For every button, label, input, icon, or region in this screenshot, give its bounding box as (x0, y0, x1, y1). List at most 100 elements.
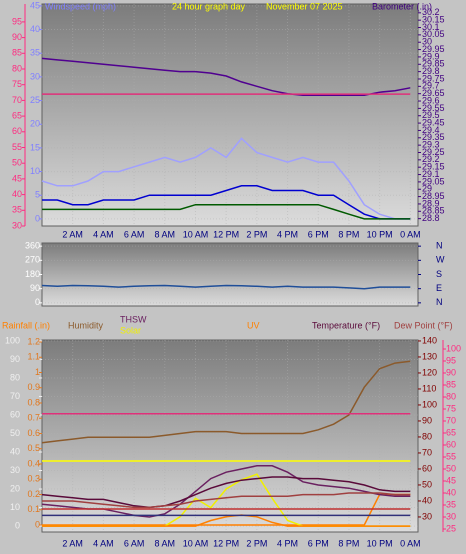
chart-title: 24 hour graph day (172, 1, 246, 11)
y-tick-label: 100 (5, 335, 20, 345)
y-tick-label: 30 (10, 465, 20, 475)
y-tick-label: 0.7 (27, 413, 40, 423)
y-tick-label: 29.8 (422, 66, 440, 76)
y-tick-label: 30 (446, 511, 456, 521)
y-tick-label: 30.05 (422, 29, 445, 39)
y-tick-label: 90 (12, 32, 22, 42)
series-line (41, 284, 411, 290)
series-line (42, 203, 411, 220)
y-tick-label: 140 (422, 335, 437, 345)
y-tick-label: 30.1 (422, 22, 440, 32)
y-tick-label: 29.25 (422, 147, 445, 157)
series-line (42, 514, 411, 527)
y-tick-label: 0.8 (27, 397, 40, 407)
x-tick-label: 2 AM (62, 538, 83, 548)
y-tick-label: 70 (446, 415, 456, 425)
y-tick-label: 180 (25, 269, 40, 279)
y-tick-label: 270 (25, 255, 40, 265)
x-tick-label: 2 PM (246, 538, 267, 548)
x-tick-label: 0 AM (400, 538, 421, 548)
y-tick-label: 25 (446, 523, 456, 533)
series-line (42, 185, 411, 220)
y-tick-label: E (436, 283, 442, 293)
x-tick-label: 0 AM (400, 229, 421, 239)
x-tick-label: 6 PM (308, 538, 329, 548)
y-tick-label: 30.15 (422, 15, 445, 25)
legend-label: Solar (120, 325, 141, 335)
y-tick-label: N (436, 241, 443, 251)
y-tick-label: 80 (422, 431, 432, 441)
x-tick-label: 2 PM (246, 229, 267, 239)
y-tick-label: 0.6 (27, 428, 40, 438)
y-tick-label: 70 (422, 447, 432, 457)
legend-label: UV (247, 320, 260, 330)
y-tick-label: 40 (10, 446, 20, 456)
y-tick-label: 60 (10, 409, 20, 419)
y-tick-label: 95 (12, 16, 22, 26)
legend-label: THSW (120, 314, 147, 324)
y-tick-label: 130 (422, 351, 437, 361)
series-line (42, 493, 411, 526)
y-tick-label: 0 (35, 297, 40, 307)
y-tick-label: 29.55 (422, 103, 445, 113)
y-tick-label: 20 (10, 483, 20, 493)
axis-label: Windspeed (mph) (45, 1, 116, 11)
y-tick-label: 29.4 (422, 125, 440, 135)
y-tick-label: 65 (446, 427, 456, 437)
y-tick-label: 28.9 (422, 198, 440, 208)
y-tick-label: 0.3 (27, 474, 40, 484)
series-line (41, 137, 411, 220)
x-tick-label: 6 AM (124, 538, 145, 548)
y-tick-label: 30 (30, 71, 40, 81)
y-tick-label: 80 (12, 63, 22, 73)
x-tick-label: 2 AM (62, 229, 83, 239)
y-tick-label: 35 (12, 205, 22, 215)
y-tick-label: 50 (446, 463, 456, 473)
legend-label: Rainfall (.in) (2, 320, 50, 330)
y-tick-label: 29.3 (422, 140, 440, 150)
y-tick-label: 0.9 (27, 382, 40, 392)
legend-label: Temperature (°F) (312, 320, 380, 330)
y-tick-label: 120 (422, 367, 437, 377)
y-tick-label: 30 (422, 37, 432, 47)
y-tick-label: 29.2 (422, 154, 440, 164)
y-tick-label: 55 (446, 451, 456, 461)
y-tick-label: 45 (446, 475, 456, 485)
y-tick-label: 90 (30, 283, 40, 293)
x-tick-label: 12 PM (213, 229, 239, 239)
x-tick-label: 10 AM (183, 538, 209, 548)
y-tick-label: 29.45 (422, 117, 445, 127)
y-tick-label: 360 (25, 241, 40, 251)
x-tick-label: 4 PM (277, 229, 298, 239)
x-tick-label: 8 AM (155, 538, 176, 548)
y-tick-label: 29.05 (422, 176, 445, 186)
y-tick-label: S (436, 269, 442, 279)
x-tick-label: 10 PM (367, 538, 393, 548)
y-tick-label: 10 (10, 502, 20, 512)
x-tick-label: 10 PM (367, 229, 393, 239)
y-tick-label: 100 (422, 399, 437, 409)
y-tick-label: 29.9 (422, 51, 440, 61)
y-tick-label: 25 (30, 95, 40, 105)
y-tick-label: 10 (30, 166, 40, 176)
x-tick-label: 8 PM (338, 229, 359, 239)
y-tick-label: 15 (30, 142, 40, 152)
y-tick-label: 60 (12, 126, 22, 136)
legend-label: Humidity (68, 320, 104, 330)
y-tick-label: 35 (446, 499, 456, 509)
series-line (41, 360, 411, 444)
y-tick-label: 100 (446, 343, 461, 353)
y-tick-label: 110 (422, 383, 436, 393)
x-tick-label: 12 PM (213, 538, 239, 548)
y-tick-label: 70 (12, 95, 22, 105)
y-tick-label: 85 (446, 379, 456, 389)
y-tick-label: 1 (35, 367, 40, 377)
x-tick-label: 6 AM (124, 229, 145, 239)
y-tick-label: 80 (10, 372, 20, 382)
y-tick-label: N (436, 297, 443, 307)
legend-label: Dew Point (°F) (394, 320, 453, 330)
plot-area (41, 242, 419, 307)
y-tick-label: 60 (422, 463, 432, 473)
y-tick-label: 0 (35, 519, 40, 529)
